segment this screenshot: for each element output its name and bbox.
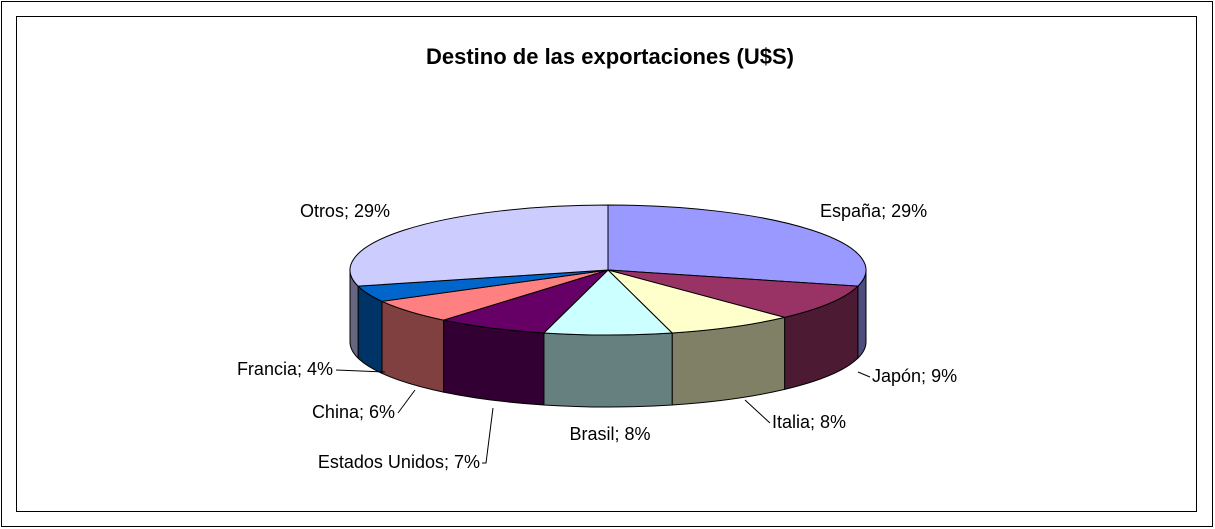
- data-label: Brasil; 8%: [569, 424, 650, 444]
- data-label: China; 6%: [312, 402, 395, 422]
- label-value: 7%: [454, 452, 480, 472]
- leader-line: [857, 371, 871, 378]
- slice: [443, 269, 609, 334]
- label-value: 4%: [307, 359, 333, 379]
- slice: [542, 269, 674, 336]
- data-label: España; 29%: [820, 201, 927, 221]
- data-label: Francia; 4%: [237, 359, 333, 379]
- leader-line: [482, 407, 494, 464]
- label-category: Japón: [872, 366, 921, 386]
- slice: [349, 204, 609, 287]
- label-category: Brasil: [569, 424, 614, 444]
- label-separator: ;: [881, 201, 891, 221]
- slice-side: [443, 319, 545, 406]
- label-category: España: [820, 201, 882, 221]
- label-category: Francia: [237, 359, 298, 379]
- leader-line: [397, 389, 416, 414]
- label-separator: ;: [921, 366, 931, 386]
- leader-line: [335, 369, 386, 373]
- leader-line: [744, 399, 771, 424]
- label-value: 8%: [625, 424, 651, 444]
- label-separator: ;: [359, 402, 369, 422]
- label-category: China: [312, 402, 360, 422]
- data-label: Otros; 29%: [300, 201, 390, 221]
- label-separator: ;: [344, 201, 354, 221]
- label-value: 8%: [820, 412, 846, 432]
- label-value: 29%: [891, 201, 927, 221]
- label-separator: ;: [297, 359, 307, 379]
- label-separator: ;: [810, 412, 820, 432]
- label-value: 6%: [369, 402, 395, 422]
- label-category: Estados Unidos: [318, 452, 444, 472]
- label-category: Otros: [300, 201, 344, 221]
- label-value: 29%: [354, 201, 390, 221]
- data-label: Italia; 8%: [772, 412, 846, 432]
- label-separator: ;: [444, 452, 454, 472]
- data-label: Estados Unidos; 7%: [318, 452, 480, 472]
- slice: [607, 269, 860, 318]
- label-separator: ;: [614, 424, 624, 444]
- data-label: Japón; 9%: [872, 366, 957, 386]
- slice: [606, 269, 785, 334]
- chart-title: Destino de las exportaciones (U$S): [426, 44, 794, 69]
- slice: [607, 204, 867, 287]
- label-value: 9%: [931, 366, 957, 386]
- slice-side: [543, 332, 673, 408]
- label-category: Italia: [772, 412, 811, 432]
